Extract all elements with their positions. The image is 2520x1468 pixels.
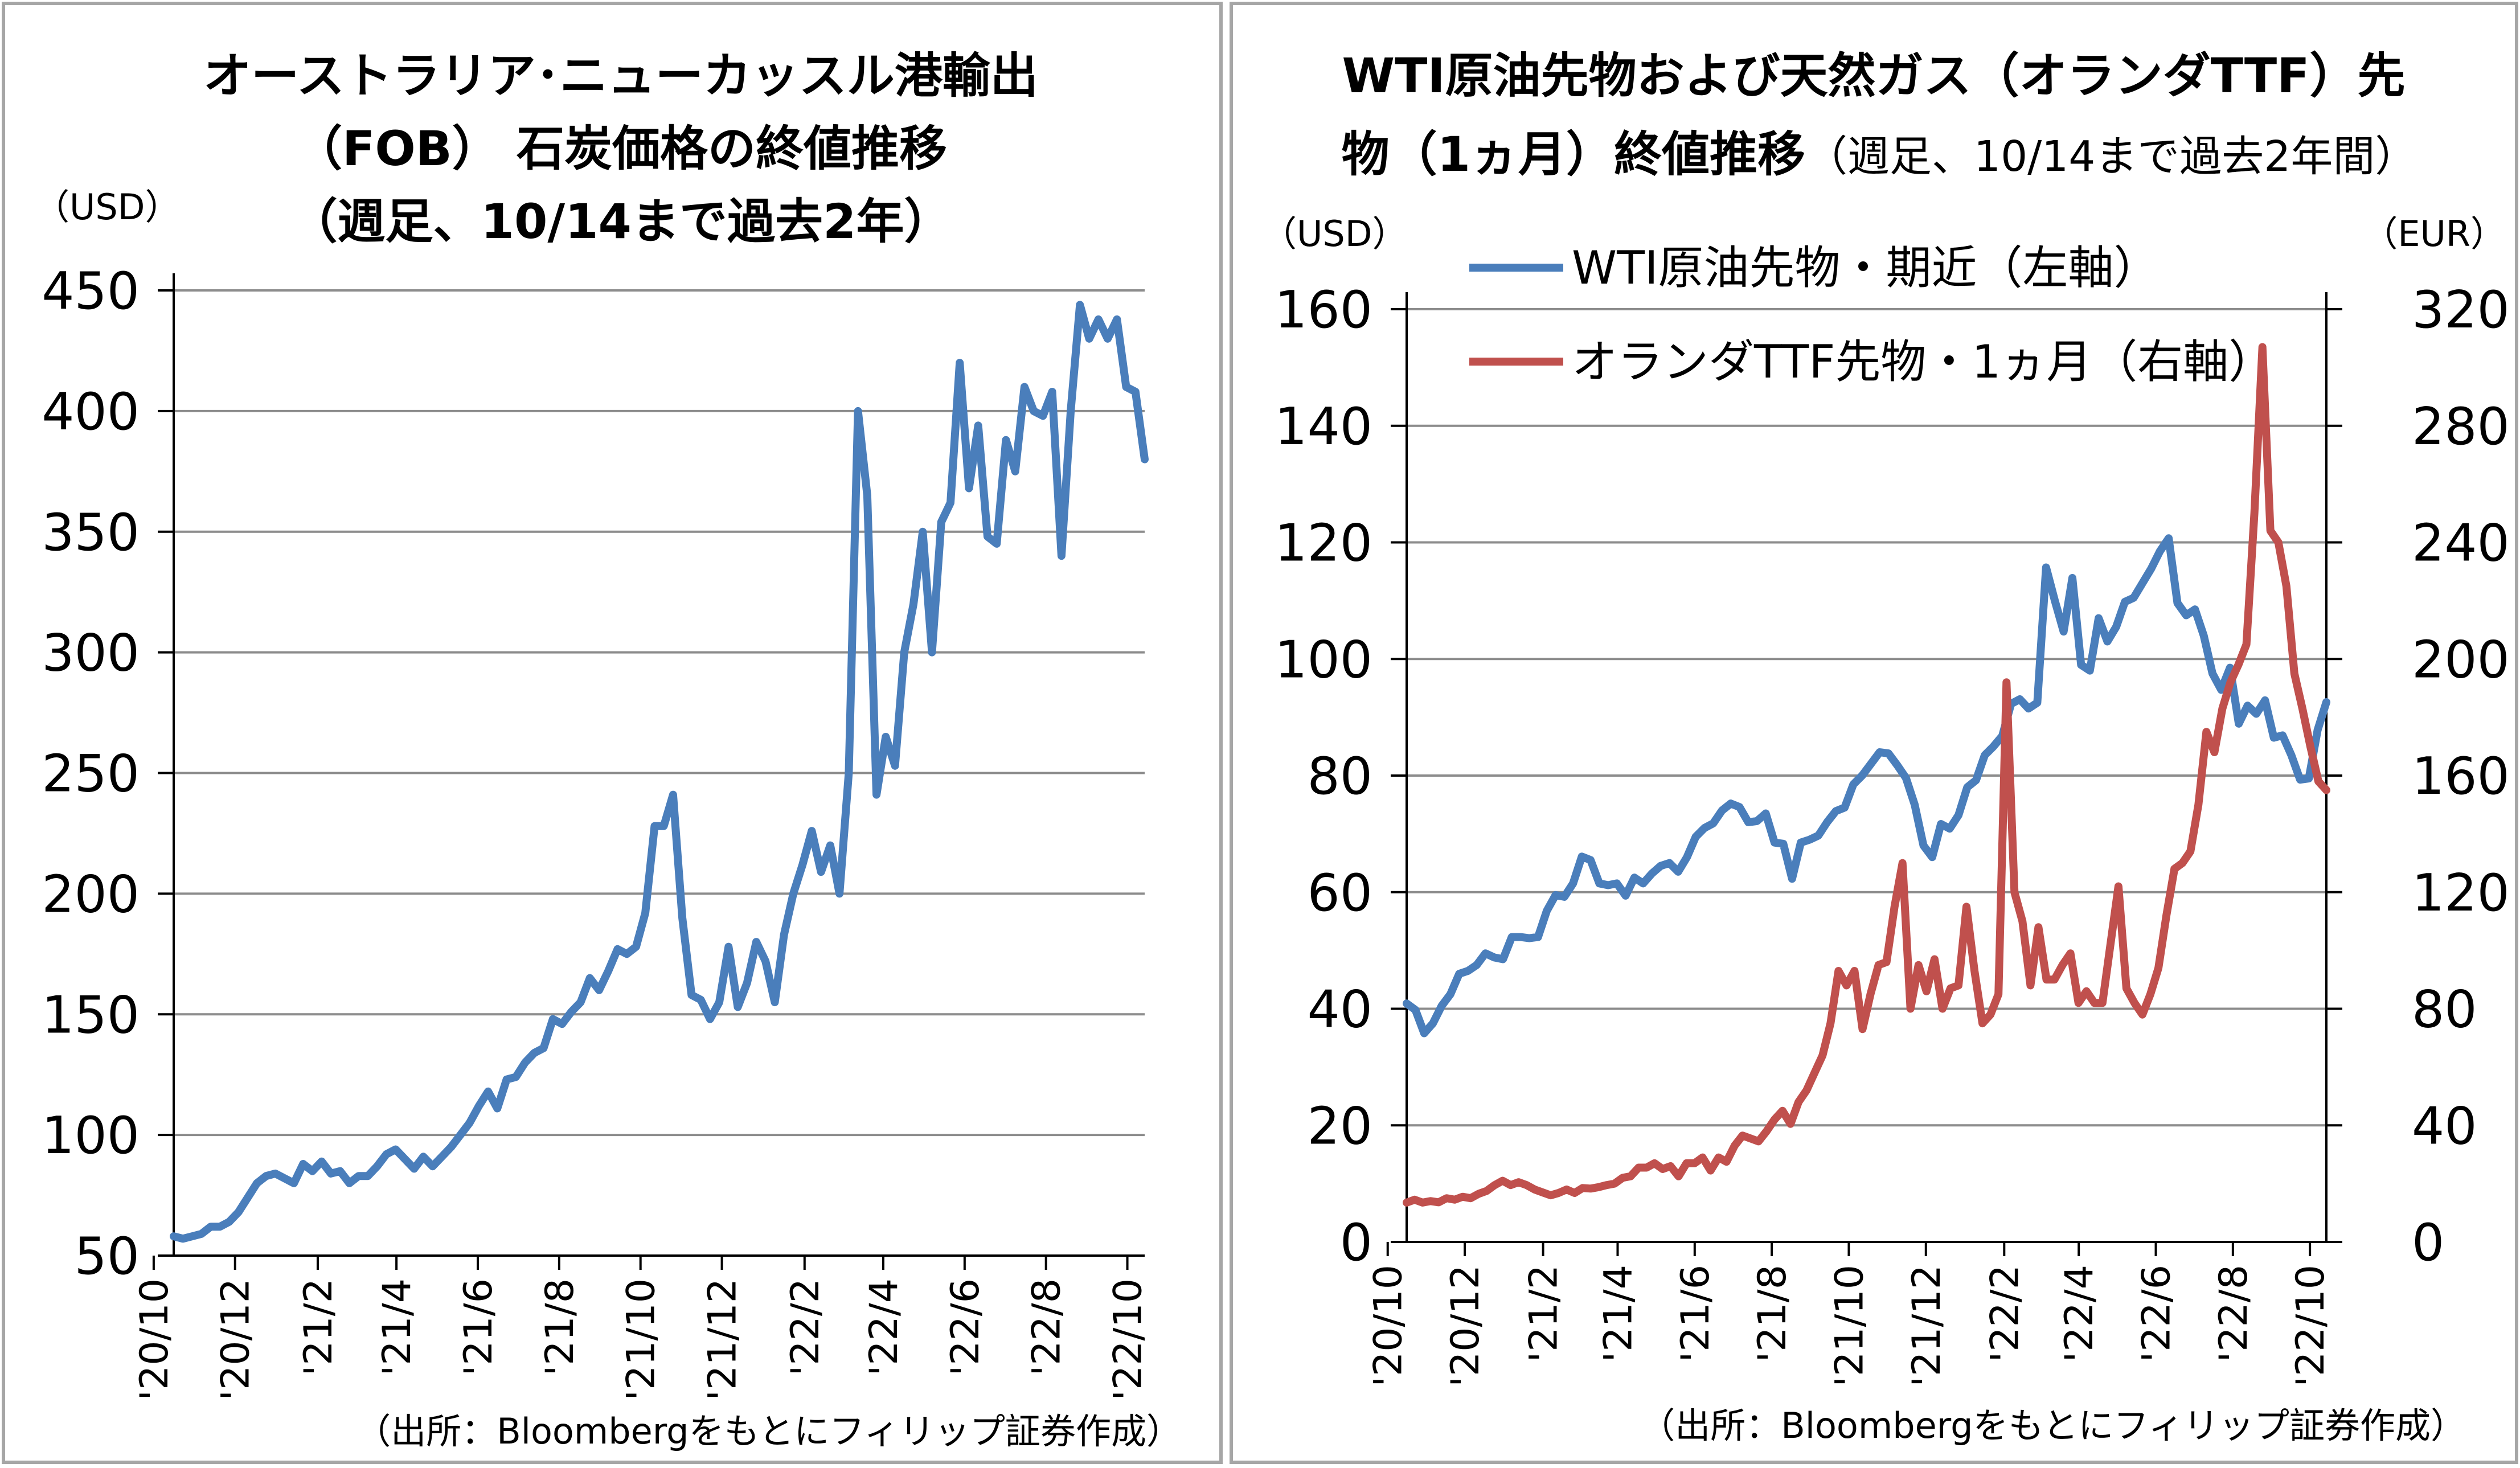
- y2-tick-label: 120: [2412, 863, 2510, 923]
- y-tick-label: 150: [42, 985, 140, 1045]
- left-title-line-3: （週足、10/14まで過去2年）: [290, 194, 952, 249]
- right-title-line-2: 物（1ヵ月）終値推移（週足、10/14まで過去2年間）: [1342, 126, 2417, 182]
- series-line-0: [170, 301, 1149, 1243]
- x-tick-label: '21/12: [1904, 1265, 1949, 1387]
- y2-tick-label: 160: [2412, 747, 2510, 806]
- x-tick-label: '22/8: [1025, 1278, 1070, 1376]
- legend-ttf-label: オランダTTF先物・1ヵ月（右軸）: [1572, 335, 2274, 388]
- y-tick-label: 300: [42, 624, 140, 683]
- x-tick-label: '21/10: [1827, 1265, 1872, 1387]
- x-tick-label: '22/6: [2134, 1265, 2179, 1362]
- y-tick-label: 160: [1275, 280, 1372, 340]
- y2-tick-label: 80: [2412, 980, 2477, 1040]
- left-source-note: （出所：Bloombergをもとにフィリップ証券作成）: [355, 1410, 1182, 1452]
- x-tick-label: '22/4: [862, 1278, 907, 1376]
- x-tick-label: '21/4: [1596, 1265, 1641, 1362]
- x-tick-label: '21/2: [296, 1278, 341, 1376]
- x-tick-label: '20/12: [214, 1278, 259, 1401]
- series-line-1: [1403, 343, 2330, 1207]
- x-tick-label: '22/4: [2057, 1265, 2102, 1362]
- right-y-unit-left: （USD）: [1261, 213, 1407, 255]
- x-tick-label: '21/8: [538, 1278, 583, 1376]
- right-title-line-1: WTI原油先物および天然ガス（オランダTTF）先: [1342, 48, 2405, 104]
- y-tick-label: 80: [1307, 747, 1372, 806]
- x-tick-label: '22/10: [2288, 1265, 2333, 1387]
- right-title-line-2-normal: （週足、10/14まで過去2年間）: [1805, 132, 2417, 181]
- x-tick-label: '20/12: [1443, 1265, 1488, 1387]
- y-tick-label: 100: [42, 1106, 140, 1166]
- y-tick-label: 350: [42, 503, 140, 563]
- y-tick-label: 0: [1340, 1213, 1372, 1273]
- right-panel-frame: [1230, 2, 2518, 1464]
- x-tick-label: '21/2: [1522, 1265, 1567, 1362]
- y2-tick-label: 200: [2412, 630, 2510, 690]
- right-title-line-2-bold: 物（1ヵ月）終値推移: [1342, 126, 1805, 182]
- y-tick-label: 450: [42, 261, 140, 321]
- x-tick-label: '22/6: [943, 1278, 988, 1376]
- y-tick-label: 20: [1307, 1096, 1372, 1156]
- x-tick-label: '22/10: [1106, 1278, 1151, 1401]
- right-y-unit-right: （EUR）: [2362, 213, 2506, 255]
- x-tick-label: '22/2: [783, 1278, 828, 1376]
- left-chart-plot: 50 100 150 200 250 300 350 400 450 '20/10 '20/12 '2…: [42, 261, 1150, 1401]
- left-title-line-2: （FOB） 石炭価格の終値推移: [294, 121, 947, 177]
- y-tick-label: 140: [1275, 397, 1372, 457]
- y2-tick-label: 280: [2412, 397, 2510, 457]
- y-tick-label: 120: [1275, 514, 1372, 573]
- y2-tick-label: 40: [2412, 1096, 2477, 1156]
- right-chart-plot: 0 20 40 60 80 100 120 140 160 0 40 80 120 160 200 240 28…: [1275, 280, 2510, 1387]
- x-tick-label: '20/10: [1366, 1265, 1411, 1387]
- x-tick-label: '22/8: [2211, 1265, 2256, 1362]
- y2-tick-label: 240: [2412, 514, 2510, 573]
- legend-wti-label: WTI原油先物・期近（左軸）: [1572, 241, 2160, 294]
- y-tick-label: 100: [1275, 630, 1372, 690]
- y-tick-label: 250: [42, 744, 140, 804]
- y-tick-label: 50: [74, 1227, 140, 1286]
- y-tick-label: 60: [1307, 863, 1372, 923]
- series-line-0: [1403, 534, 2330, 1038]
- x-tick-label: '21/10: [619, 1278, 664, 1401]
- x-tick-label: '21/6: [456, 1278, 501, 1376]
- y-tick-label: 400: [42, 382, 140, 442]
- y-tick-label: 40: [1307, 980, 1372, 1040]
- left-panel-frame: [2, 2, 1223, 1464]
- x-tick-label: '21/8: [1750, 1265, 1795, 1362]
- x-tick-label: '21/4: [375, 1278, 420, 1376]
- x-tick-label: '20/10: [132, 1278, 177, 1401]
- right-source-note: （出所：Bloombergをもとにフィリップ証券作成）: [1640, 1405, 2466, 1446]
- y2-tick-label: 0: [2412, 1213, 2444, 1273]
- x-tick-label: '22/2: [1982, 1265, 2027, 1362]
- x-tick-label: '21/6: [1673, 1265, 1718, 1362]
- y-tick-label: 200: [42, 864, 140, 924]
- left-y-unit: （USD）: [34, 186, 180, 228]
- y2-tick-label: 320: [2412, 280, 2510, 340]
- left-title-line-1: オーストラリア･ニューカッスル港輸出: [203, 48, 1038, 104]
- x-tick-label: '21/12: [700, 1278, 745, 1401]
